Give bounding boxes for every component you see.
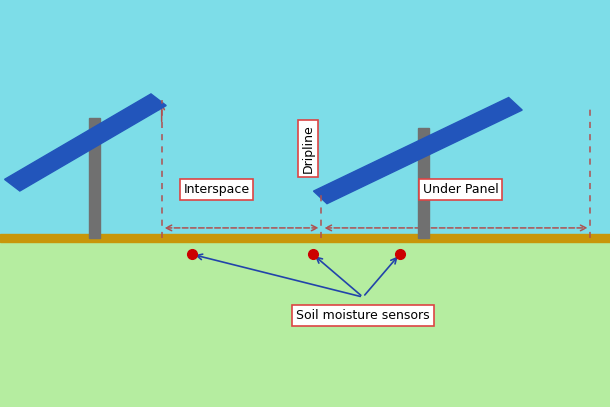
Bar <box>418 128 429 238</box>
Bar <box>0 234 610 242</box>
Bar <box>89 118 100 238</box>
Polygon shape <box>4 94 167 191</box>
Bar <box>0 238 610 407</box>
Text: Under Panel: Under Panel <box>423 183 498 196</box>
Text: Dripline: Dripline <box>301 124 315 173</box>
Text: Interspace: Interspace <box>184 183 249 196</box>
Text: Soil moisture sensors: Soil moisture sensors <box>296 309 430 322</box>
Polygon shape <box>314 98 522 204</box>
